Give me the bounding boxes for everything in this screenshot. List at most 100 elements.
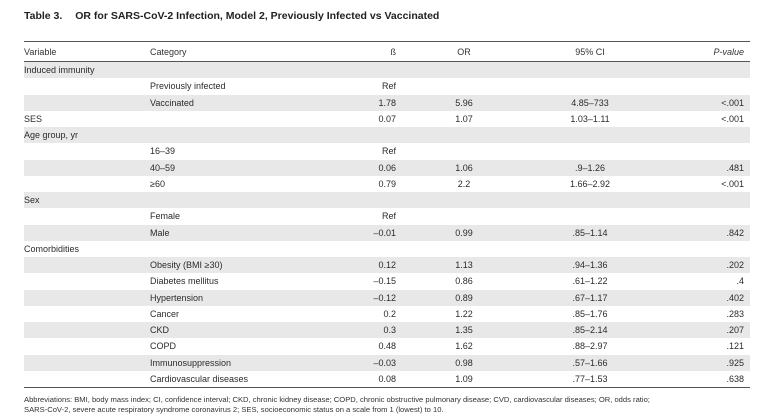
- cell-variable: SES: [24, 113, 43, 124]
- cell-ci: [520, 241, 660, 257]
- footnote: Abbreviations: BMI, body mass index; CI,…: [24, 395, 754, 415]
- cell-ci: [520, 127, 660, 144]
- cell-category: Previously infected: [150, 81, 226, 92]
- cell-or: [408, 127, 520, 144]
- cell-or: [408, 78, 520, 94]
- table-row: Cancer 0.2 1.22 .85–1.76 .283: [24, 306, 750, 322]
- table-title: Table 3. OR for SARS-CoV-2 Infection, Mo…: [24, 10, 439, 22]
- cell-p-value: .925: [660, 354, 750, 371]
- cell-or: 0.98: [408, 354, 520, 371]
- cell-or: 1.13: [408, 257, 520, 274]
- cell-ci: .67–1.17: [520, 289, 660, 306]
- footnote-line-1: Abbreviations: BMI, body mass index; CI,…: [24, 395, 650, 404]
- cell-ci: 1.03–1.11: [570, 113, 610, 124]
- cell-beta: [332, 127, 408, 144]
- cell-ci: [520, 143, 660, 159]
- cell-category: 40–59: [150, 159, 332, 176]
- cell-beta: [332, 192, 408, 209]
- cell-variable: [24, 338, 150, 354]
- cell-ci: .88–2.97: [572, 341, 608, 352]
- cell-or: 1.62: [455, 341, 473, 352]
- cell-variable: [24, 176, 150, 192]
- cell-category: Cardiovascular diseases: [150, 370, 332, 388]
- table-row: COPD 0.48 1.62 .88–2.97 .121: [24, 338, 750, 354]
- cell-beta: –0.03: [332, 354, 408, 371]
- cell-p-value: <.001: [721, 113, 744, 124]
- cell-ci: [520, 61, 660, 79]
- cell-ci: .85–2.14: [520, 322, 660, 339]
- cell-beta: 0.3: [332, 322, 408, 339]
- table-row: Age group, yr: [24, 127, 750, 144]
- table-row: Previously infected Ref: [24, 78, 750, 94]
- cell-category: Immunosuppression: [150, 354, 332, 371]
- cell-ci: [520, 78, 660, 94]
- cell-p-value: [660, 208, 750, 224]
- cell-or: 1.22: [455, 308, 473, 319]
- cell-p-value: .638: [660, 370, 750, 388]
- cell-category: [150, 111, 332, 127]
- cell-ci: .57–1.66: [520, 354, 660, 371]
- table-row: Comorbidities: [24, 241, 750, 257]
- table-row: 16–39 Ref: [24, 143, 750, 159]
- cell-p-value: .121: [726, 341, 744, 352]
- table-row: Diabetes mellitus –0.15 0.86 .61–1.22 .4: [24, 273, 750, 289]
- cell-variable: Age group, yr: [24, 127, 150, 144]
- table-row: Cardiovascular diseases 0.08 1.09.77–1.53.…: [24, 370, 750, 388]
- cell-or: [408, 241, 520, 257]
- header-row: Variable Category ß OR 95% CI P-value: [24, 41, 750, 62]
- cell-variable: [24, 257, 150, 274]
- cell-or: 1.07: [455, 113, 473, 124]
- table-row: Sex: [24, 192, 750, 209]
- table-number: Table 3.: [24, 10, 63, 22]
- cell-beta: –0.12: [332, 289, 408, 306]
- cell-beta: 1.78: [332, 94, 408, 111]
- table-row: Male –0.01 0.99.85–1.14.842: [24, 224, 750, 241]
- cell-beta: Ref: [381, 211, 396, 222]
- cell-variable: Comorbidities: [24, 243, 80, 254]
- cell-variable: [24, 159, 150, 176]
- header-category: Category: [150, 41, 332, 62]
- cell-variable: [24, 322, 150, 339]
- cell-or: [408, 61, 520, 79]
- cell-category: Female: [150, 211, 181, 222]
- table-row: Hypertension –0.12 0.89.67–1.17.402: [24, 289, 750, 306]
- cell-category: [150, 127, 332, 144]
- cell-p-value: <.001: [721, 178, 744, 189]
- cell-variable: [24, 94, 150, 111]
- cell-beta: 0.06: [332, 159, 408, 176]
- table-row: CKD 0.3 1.35.85–2.14.207: [24, 322, 750, 339]
- cell-category: Diabetes mellitus: [150, 276, 219, 287]
- cell-or: 0.89: [408, 289, 520, 306]
- cell-or: 2.2: [457, 178, 471, 189]
- cell-p-value: .481: [660, 159, 750, 176]
- cell-variable: [24, 289, 150, 306]
- header-p-value: P-value: [660, 41, 750, 62]
- cell-ci: .85–1.76: [572, 308, 608, 319]
- cell-variable: [24, 78, 150, 94]
- cell-beta: 0.79: [378, 178, 396, 189]
- table-row: Obesity (BMI ≥30) 0.12 1.13.94–1.36.202: [24, 257, 750, 274]
- cell-variable: Induced immunity: [24, 61, 150, 79]
- footnote-line-2: SARS-CoV-2, severe acute respiratory syn…: [24, 405, 444, 414]
- header-or: OR: [408, 41, 520, 62]
- cell-p-value: [660, 61, 750, 79]
- cell-ci: [520, 208, 660, 224]
- cell-p-value: [660, 192, 750, 209]
- cell-category: Vaccinated: [150, 94, 332, 111]
- cell-p-value: .842: [660, 224, 750, 241]
- cell-ci: .61–1.22: [572, 276, 608, 287]
- cell-variable: [24, 306, 150, 322]
- cell-p-value: .402: [660, 289, 750, 306]
- cell-p-value: .202: [660, 257, 750, 274]
- table-row: 40–59 0.06 1.06.9–1.26.481: [24, 159, 750, 176]
- cell-ci: [520, 192, 660, 209]
- cell-variable: [24, 224, 150, 241]
- cell-beta: 0.07: [378, 113, 396, 124]
- table-caption: OR for SARS-CoV-2 Infection, Model 2, Pr…: [75, 10, 440, 22]
- cell-or: [408, 143, 520, 159]
- cell-or: 0.99: [408, 224, 520, 241]
- cell-ci: .77–1.53: [520, 370, 660, 388]
- table-row: Female Ref: [24, 208, 750, 224]
- cell-variable: [24, 273, 150, 289]
